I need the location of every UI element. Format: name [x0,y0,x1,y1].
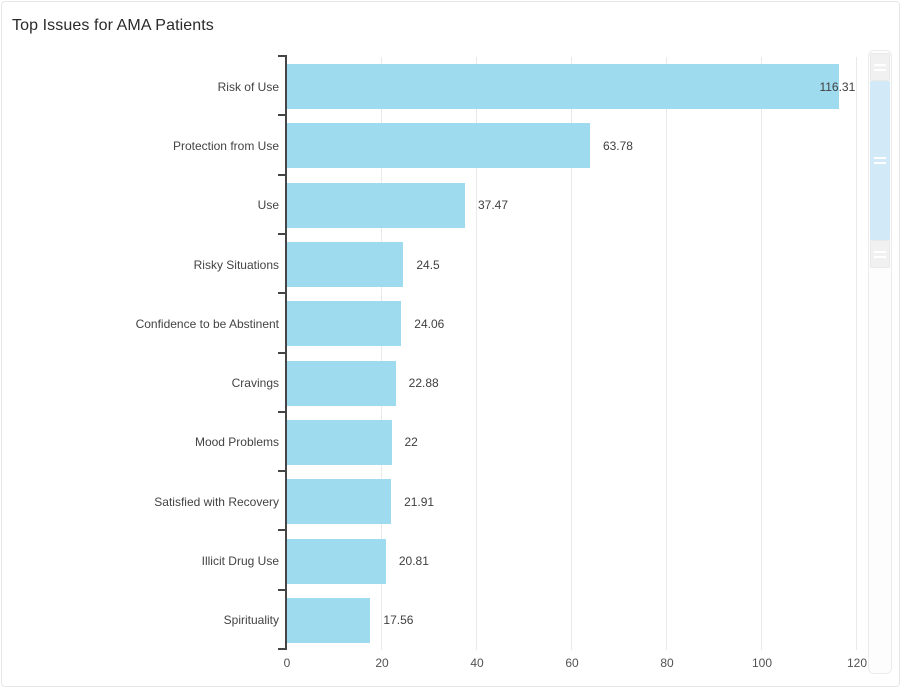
category-label: Illicit Drug Use [201,554,279,569]
x-axis-tick-label: 60 [565,656,579,670]
chart-title: Top Issues for AMA Patients [12,17,214,34]
category-label: Cravings [231,376,279,391]
y-axis-tick [278,529,285,532]
value-label: 24.5 [416,257,440,272]
gridline-x-120 [856,57,857,650]
y-axis-tick [278,588,285,591]
bar[interactable] [287,597,371,643]
category-label: Satisfied with Recovery [154,494,279,509]
y-axis-tick [278,410,285,413]
y-axis-tick [278,114,285,117]
category-label: Use [257,198,279,213]
bar[interactable] [287,123,590,169]
bar[interactable] [287,301,402,347]
bar[interactable] [287,182,465,228]
x-axis-tick-label: 100 [751,656,773,670]
y-axis-tick [278,232,285,235]
x-axis-tick-label: 120 [846,656,868,670]
gridline-x-20 [381,57,382,650]
category-label: Protection from Use [172,138,279,153]
gridline-x-80 [666,57,667,650]
x-axis-tick-label: 80 [660,656,674,670]
value-label: 17.56 [383,613,414,628]
y-axis-tick [278,351,285,354]
value-label: 116.31 [819,79,856,94]
category-label: Confidence to be Abstinent [135,316,279,331]
bar[interactable] [287,64,840,110]
bar[interactable] [287,479,392,525]
grip-lines-icon [874,157,886,164]
value-label: 37.47 [477,198,508,213]
bar[interactable] [287,419,392,465]
scrollbar-grip-start[interactable] [870,53,890,81]
value-label: 20.81 [398,554,429,569]
category-label: Mood Problems [194,435,279,450]
scrollbar-grip-end[interactable] [870,240,890,268]
category-label: Risk of Use [217,79,279,94]
y-axis-tick [278,648,285,650]
category-label: Risky Situations [193,257,279,272]
x-axis-tick-label: 40 [470,656,484,670]
gridline-x-40 [476,57,477,650]
y-axis-line [285,55,287,650]
value-label: 24.06 [414,316,445,331]
x-axis-tick-label: 0 [283,656,291,670]
gridline-x-60 [571,57,572,650]
category-label: Spirituality [223,613,279,628]
chart-scrollbar-track[interactable] [868,50,892,674]
y-axis-tick [278,173,285,176]
x-axis-tick-label: 20 [375,656,389,670]
y-axis-tick [278,55,285,57]
grip-lines-icon [874,63,886,71]
value-label: 22 [404,435,418,450]
value-label: 63.78 [602,138,633,153]
value-label: 22.88 [408,376,439,391]
scrollbar-thumb[interactable] [870,81,890,240]
value-label: 21.91 [404,494,435,509]
bar[interactable] [287,360,396,406]
gridline-x-100 [761,57,762,650]
bar[interactable] [287,538,386,584]
grip-lines-icon [874,250,886,258]
bar[interactable] [287,242,404,288]
y-axis-tick [278,470,285,473]
y-axis-tick [278,292,285,295]
